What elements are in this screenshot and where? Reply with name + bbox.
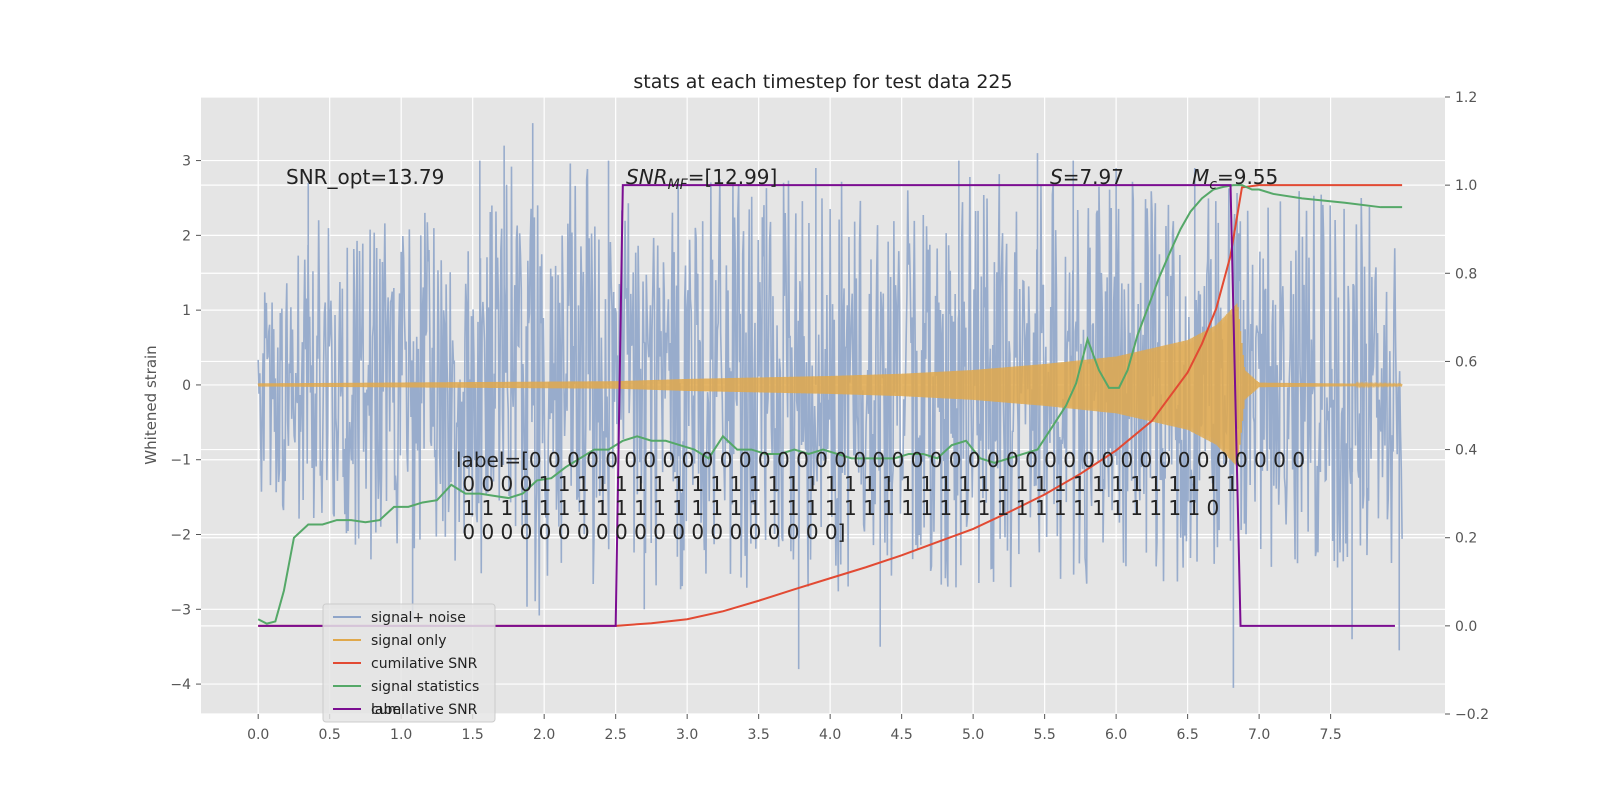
y-tick-label: 1 [182, 303, 191, 319]
y2-tick-label: 1.0 [1455, 178, 1477, 194]
y-tick-label: 2 [182, 228, 191, 244]
y2-tick-label: 1.2 [1455, 90, 1477, 106]
label-line [258, 184, 1395, 627]
snr-mf-subscript: MF [668, 177, 689, 193]
legend-label: cumilative SNR [371, 656, 478, 672]
y-tick-label: −2 [170, 528, 191, 544]
x-tick-label: 5.0 [962, 727, 984, 743]
s-value: =7.97 [1063, 165, 1124, 189]
x-tick-label: 3.5 [748, 727, 770, 743]
x-tick-label: 2.5 [605, 727, 627, 743]
label-array-text: label=[0 0 0 0 0 0 0 0 0 0 0 0 0 0 0 0 0… [456, 448, 1305, 544]
legend-label: signal statistics [371, 679, 479, 695]
x-tick-label: 4.5 [891, 727, 913, 743]
x-tick-label: 6.0 [1105, 727, 1127, 743]
snr-mf-value: =[12.99] [688, 165, 778, 189]
label-line-2: 0 0 0 0 1 1 1 1 1 1 1 1 1 1 1 1 1 1 1 1 … [456, 472, 1238, 496]
s-annotation: S=7.97 [1050, 165, 1124, 189]
signal-statistics-line [257, 184, 1403, 625]
mc-subscript: c [1209, 177, 1217, 193]
x-tick-label: 2.0 [533, 727, 555, 743]
x-tick-label: 1.0 [390, 727, 412, 743]
y-tick-label: 0 [182, 378, 191, 394]
label-line-4: 0 0 0 0 0 0 0 0 0 0 0 0 0 0 0 0 0 0 0 0] [456, 520, 845, 544]
y2-tick-label: 0.2 [1455, 531, 1477, 547]
x-tick-label: 7.0 [1248, 727, 1270, 743]
y2-axis-ticks: 1.2 1.0 0.8 0.6 0.4 0.2 0.0 −0.2 [1445, 90, 1489, 723]
y2-tick-label: 0.8 [1455, 266, 1477, 282]
x-tick-label: 0.5 [319, 727, 341, 743]
y-tick-label: −3 [170, 602, 191, 618]
label-line-1: label=[0 0 0 0 0 0 0 0 0 0 0 0 0 0 0 0 0… [456, 448, 1305, 472]
label-line-3: 1 1 1 1 1 1 1 1 1 1 1 1 1 1 1 1 1 1 1 1 … [456, 496, 1219, 520]
legend-box [322, 603, 496, 723]
y-tick-label: 3 [182, 154, 191, 170]
signal-only-series [257, 303, 1403, 468]
x-tick-label: 4.0 [819, 727, 841, 743]
legend-label: signal+ noise [371, 610, 466, 626]
x-tick-label: 1.5 [462, 727, 484, 743]
legend-label: signal only [371, 633, 446, 649]
snr-opt-annotation: SNR_opt=13.79 [286, 165, 444, 189]
y2-tick-label: −0.2 [1455, 707, 1489, 723]
legend-label: label [371, 702, 405, 718]
chart-title: stats at each timestep for test data 225 [633, 71, 1012, 93]
x-tick-label: 0.0 [247, 727, 269, 743]
x-tick-label: 3.0 [676, 727, 698, 743]
mc-annotation: Mc=9.55 [1192, 165, 1278, 193]
y-tick-label: −4 [170, 677, 191, 693]
cumulative-snr-line [258, 184, 1403, 627]
legend-ghost-text: cumilative SNR [371, 702, 478, 718]
x-tick-label: 5.5 [1033, 727, 1055, 743]
snr-mf-annotation: SNRMF=[12.99] [626, 165, 777, 193]
legend-items: signal+ noise signal only cumilative SNR si… [333, 610, 479, 718]
signal-only-line [257, 303, 1403, 468]
signal-noise-series [257, 123, 1403, 688]
y2-tick-label: 0.4 [1455, 443, 1477, 459]
y2-tick-label: 0.6 [1455, 354, 1477, 370]
x-axis-ticks: 0.0 0.5 1.0 1.5 2.0 2.5 3.0 3.5 4.0 4.5 5.0 5.5 6.0 6… [247, 714, 1342, 743]
y-axis-ticks: 3 2 1 0 −1 −2 −3 −4 [170, 154, 201, 693]
mc-value: =9.55 [1217, 165, 1278, 189]
y-axis-label: Whitened strain [142, 345, 160, 464]
x-tick-label: 7.5 [1319, 727, 1341, 743]
legend: cumilative SNR signal+ noise signal only c… [322, 603, 496, 723]
y2-tick-label: 0.0 [1455, 619, 1477, 635]
x-tick-label: 6.5 [1176, 727, 1198, 743]
y-tick-label: −1 [170, 453, 191, 469]
snr-mf-symbol: SNR [626, 165, 668, 189]
s-symbol: S [1050, 165, 1063, 189]
mc-symbol: M [1192, 165, 1209, 189]
signal-noise-line [257, 123, 1403, 688]
right-axis-series [257, 184, 1403, 627]
